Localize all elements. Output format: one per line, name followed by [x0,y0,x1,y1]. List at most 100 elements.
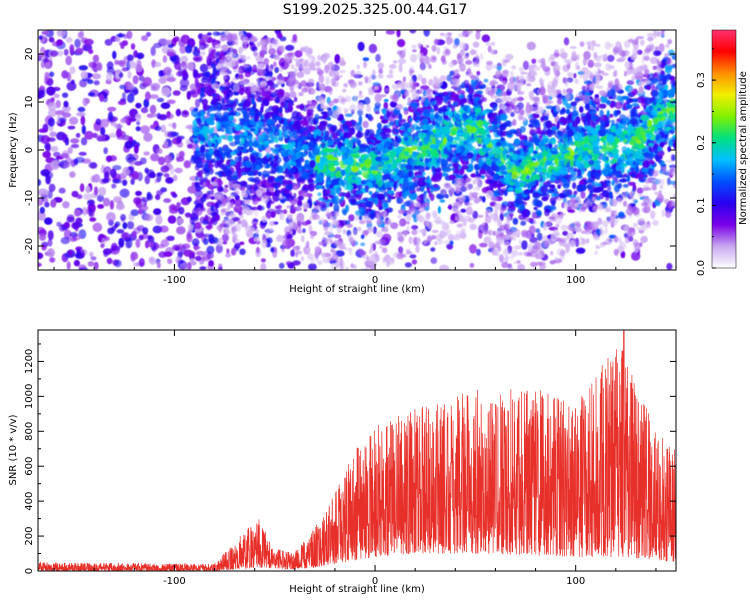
heatmap-cell [191,154,199,162]
heatmap-cell [479,168,486,175]
heatmap-cell [337,151,342,157]
heatmap-cell [411,225,419,230]
heatmap-cell [98,186,107,196]
heatmap-cell [187,223,194,232]
heatmap-cell [260,262,267,270]
heatmap-cell [212,48,217,54]
heatmap-cell [145,91,151,101]
heatmap-cell [267,80,275,87]
heatmap-cell [371,211,376,218]
heatmap-cell [120,98,127,103]
heatmap-cell [87,261,95,267]
heatmap-cell [41,30,49,35]
heatmap-cell [348,150,354,154]
heatmap-cell [429,144,437,149]
heatmap-cell [180,55,189,64]
heatmap-cell [174,246,180,251]
heatmap-cell [124,140,134,149]
heatmap-cell [206,32,212,36]
heatmap-cell [257,171,262,177]
heatmap-cell [218,266,223,270]
heatmap-cell [83,38,94,46]
heatmap-cell [341,196,345,201]
heatmap-cell [281,125,288,132]
heatmap-cell [215,243,223,254]
heatmap-cell [611,180,615,186]
heatmap-cell [172,193,178,199]
heatmap-cell [55,100,61,109]
heatmap-cell [129,174,135,179]
heatmap-cell [66,214,75,222]
heatmap-cell [244,71,251,78]
heatmap-cell [106,61,114,70]
heatmap-cell [163,140,169,149]
heatmap-cell [622,184,629,188]
heatmap-cell [466,143,472,151]
heatmap-cell [47,238,53,247]
heatmap-cell [221,127,225,133]
heatmap-cell [93,261,99,270]
heatmap-cell [166,51,175,57]
heatmap-cell [194,228,203,233]
heatmap-cell [147,241,155,248]
heatmap-cell [250,178,259,183]
heatmap-cell [646,84,651,91]
heatmap-cell [445,110,453,116]
heatmap-cell [282,144,291,149]
heatmap-cell [454,158,458,164]
heatmap-cell [45,144,51,153]
heatmap-cell [340,146,348,154]
heatmap-cell [469,244,477,254]
heatmap-cell [407,127,412,133]
heatmap-cell [270,147,274,152]
heatmap-cell [80,249,86,258]
heatmap-cell [442,171,447,177]
heatmap-cell [50,146,59,152]
heatmap-cell [263,134,270,140]
heatmap-cell [226,248,230,254]
heatmap-cell [462,158,470,162]
heatmap-cell [376,143,385,152]
heatmap-cell [371,170,378,174]
heatmap-cell [588,143,593,147]
heatmap-cell [60,153,70,159]
heatmap-cell [197,153,206,161]
heatmap-cell [234,125,241,131]
heatmap-cell [193,57,202,61]
heatmap-cell [333,234,342,239]
heatmap-cell [163,251,173,257]
heatmap-cell [128,117,137,122]
heatmap-cell [186,90,196,95]
heatmap-cell [308,263,317,270]
heatmap-cell [583,115,592,122]
heatmap-cell [67,125,76,130]
heatmap-cell [631,98,639,103]
heatmap-cell [87,79,94,85]
heatmap-cell [375,53,381,62]
heatmap-cell [47,230,54,241]
heatmap-cell [143,98,150,108]
heatmap-cell [582,177,588,181]
heatmap-cell [76,112,86,117]
heatmap-cell [233,134,241,140]
heatmap-cell [651,73,659,78]
heatmap-cell [125,153,135,164]
heatmap-cell [78,264,87,270]
heatmap-cell [283,209,288,215]
heatmap-cell [298,151,306,158]
heatmap-cell [658,43,665,53]
heatmap-cell [202,193,208,199]
heatmap-cell [330,124,338,132]
heatmap-cell [45,61,52,68]
heatmap-cell [150,82,161,90]
heatmap-cell [559,144,568,152]
heatmap-cell [128,165,135,171]
heatmap-cell [199,266,207,270]
heatmap-cell [199,63,209,73]
heatmap-cell [239,248,246,256]
heatmap-cell [470,173,477,178]
heatmap-cell [618,178,628,183]
heatmap-cell [419,61,426,71]
heatmap-cell [448,174,457,180]
heatmap-cell [182,68,188,78]
